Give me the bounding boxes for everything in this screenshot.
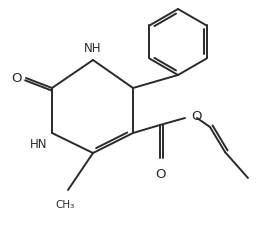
Text: CH₃: CH₃ <box>55 200 75 210</box>
Text: O: O <box>155 168 165 181</box>
Text: O: O <box>12 71 22 84</box>
Text: NH: NH <box>84 42 102 55</box>
Text: O: O <box>191 110 201 124</box>
Text: HN: HN <box>29 138 47 151</box>
